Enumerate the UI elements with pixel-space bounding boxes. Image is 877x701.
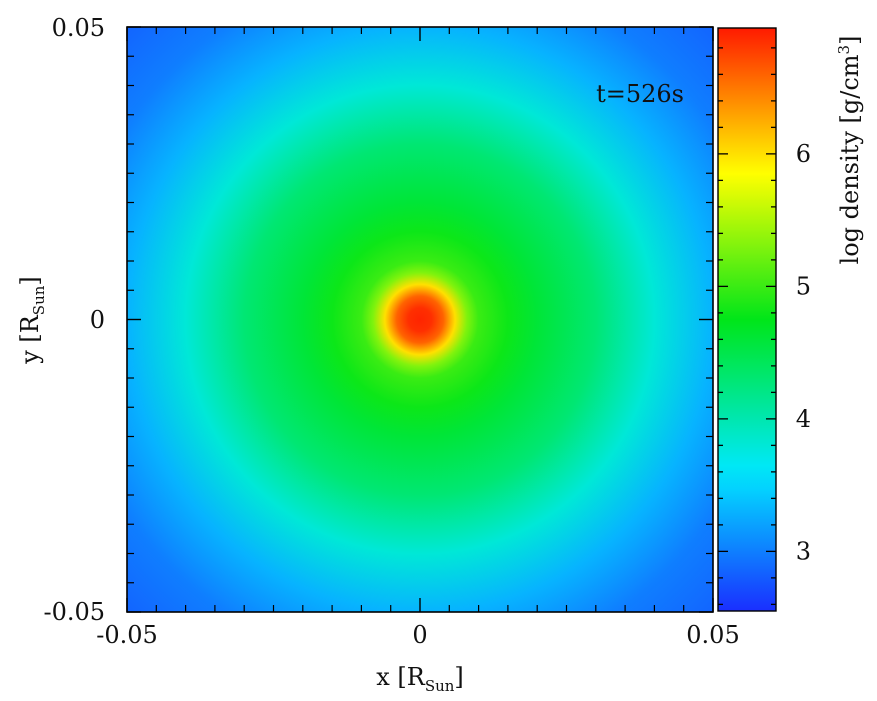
x-axis-label: x [RSun] bbox=[376, 663, 464, 695]
x-axis-label-main: x [R bbox=[376, 663, 426, 691]
heatmap-area bbox=[126, 26, 714, 613]
x-tick-label-left: -0.05 bbox=[96, 621, 158, 649]
time-annotation: t=526s bbox=[596, 80, 684, 108]
y-axis-label-sub: Sun bbox=[30, 285, 48, 315]
y-tick-label-top: 0.05 bbox=[52, 14, 105, 42]
y-axis-label-close: ] bbox=[16, 276, 44, 285]
colorbar-frame bbox=[717, 27, 777, 612]
colorbar-tick-label: 4 bbox=[796, 405, 811, 433]
y-axis-label: y [RSun] bbox=[16, 276, 48, 365]
y-tick-label-mid: 0 bbox=[90, 306, 105, 334]
colorbar-label-main: log density [g/cm bbox=[836, 54, 864, 264]
colorbar-label-sup: 3 bbox=[835, 45, 853, 55]
colorbar: 3 4 5 6 bbox=[717, 27, 811, 612]
x-axis-label-close: ] bbox=[454, 663, 463, 691]
y-axis-label-main: y [R bbox=[16, 314, 44, 365]
colorbar-tick-label: 5 bbox=[796, 272, 811, 300]
x-tick-label-right: 0.05 bbox=[686, 621, 739, 649]
axis-major-ticks bbox=[126, 26, 714, 613]
colorbar-tick-label: 3 bbox=[796, 537, 811, 565]
colorbar-label-close: ] bbox=[836, 36, 864, 45]
density-map bbox=[127, 27, 713, 612]
y-tick-label-bottom: -0.05 bbox=[43, 598, 105, 626]
colorbar-tick-labels: 3 4 5 6 bbox=[796, 140, 811, 566]
colorbar-tick-label: 6 bbox=[796, 140, 811, 168]
colorbar-label: log density [g/cm3] bbox=[835, 36, 864, 265]
colorbar-ticks bbox=[718, 47, 776, 606]
colorbar-fill bbox=[718, 28, 776, 611]
axis-minor-ticks bbox=[127, 27, 713, 612]
x-tick-label-mid: 0 bbox=[412, 621, 427, 649]
x-axis-label-sub: Sun bbox=[425, 677, 455, 695]
